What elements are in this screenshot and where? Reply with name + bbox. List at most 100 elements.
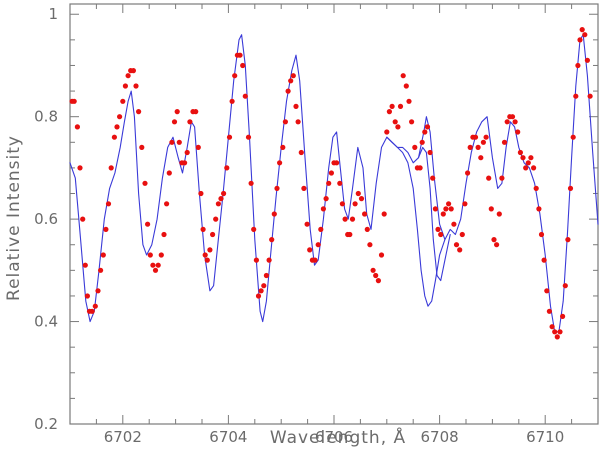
y-tick-label: 0.6 (34, 210, 58, 228)
observed-point (122, 83, 128, 89)
observed-point (475, 144, 481, 150)
observed-point (133, 83, 139, 89)
y-tick-label: 0.8 (34, 108, 58, 126)
observed-point (171, 119, 178, 125)
observed-point (255, 293, 262, 299)
observed-point (427, 149, 433, 156)
observed-point (200, 226, 206, 232)
observed-point (549, 324, 555, 330)
observed-point (240, 62, 246, 69)
observed-point (422, 129, 428, 135)
x-tick-label: 6708 (421, 428, 459, 446)
observed-point (457, 247, 463, 253)
observed-point (501, 139, 508, 145)
observed-point (164, 201, 170, 207)
observed-point (100, 252, 106, 258)
observed-point (367, 242, 373, 248)
observed-point (342, 216, 348, 222)
observed-point (386, 109, 392, 115)
observed-point (400, 73, 406, 79)
observed-point (117, 114, 123, 120)
observed-point (161, 231, 167, 238)
observed-point (301, 185, 307, 191)
observed-point (213, 216, 219, 222)
observed-point (538, 231, 545, 238)
observed-point (145, 221, 151, 227)
x-tick-label: 6702 (104, 428, 142, 446)
observed-point (195, 144, 201, 150)
observed-point (166, 170, 172, 176)
observed-point (375, 278, 381, 284)
observed-point (397, 103, 404, 109)
observed-point (245, 134, 252, 140)
observed-point (139, 144, 145, 150)
observed-point (584, 57, 591, 63)
observed-point (541, 257, 547, 263)
observed-point (587, 93, 593, 99)
observed-point (184, 149, 190, 156)
observed-point (536, 206, 542, 212)
observed-point (509, 114, 516, 120)
observed-point (318, 226, 324, 232)
observed-point (198, 190, 204, 197)
observed-point (554, 334, 560, 340)
observed-point (98, 267, 104, 273)
observed-point (544, 288, 550, 294)
observed-point (218, 196, 224, 202)
observed-point (562, 283, 568, 289)
observed-point (95, 288, 101, 294)
observed-point (373, 272, 379, 279)
observed-point (494, 242, 500, 248)
y-tick-label: 0.2 (34, 415, 58, 433)
observed-point (312, 257, 318, 263)
observed-point (389, 103, 395, 109)
y-tick-label: 1 (48, 5, 58, 23)
observed-point (92, 303, 98, 309)
observed-point (155, 262, 161, 268)
observed-points (69, 27, 593, 340)
observed-point (269, 237, 275, 243)
observed-point (409, 119, 415, 125)
observed-point (242, 93, 248, 99)
observed-point (358, 196, 365, 202)
observed-point (453, 242, 460, 248)
observed-point (451, 221, 457, 227)
observed-point (136, 109, 142, 115)
observed-point (424, 124, 431, 130)
observed-point (339, 201, 345, 207)
observed-point (472, 134, 479, 140)
observed-point (253, 257, 259, 263)
observed-point (378, 252, 385, 258)
observed-point (237, 52, 243, 58)
observed-point (261, 283, 267, 289)
observed-point (77, 165, 83, 171)
observed-point (125, 73, 131, 79)
observed-point (274, 185, 280, 191)
observed-point (271, 211, 277, 217)
observed-point (417, 165, 423, 171)
observed-point (552, 329, 558, 335)
observed-point (142, 180, 148, 186)
observed-point (277, 160, 283, 166)
observed-point (504, 119, 510, 125)
x-axis-title: Wavelength, Å (270, 426, 406, 448)
observed-point (174, 109, 180, 115)
observed-point (520, 155, 526, 161)
observed-point (80, 216, 86, 222)
observed-point (567, 185, 574, 191)
observed-point (285, 88, 291, 94)
observed-point (488, 206, 494, 212)
observed-point (152, 267, 159, 273)
observed-point (295, 119, 301, 125)
observed-point (443, 206, 449, 212)
observed-point (111, 134, 117, 140)
observed-point (525, 160, 531, 166)
observed-point (105, 201, 112, 207)
observed-point (435, 226, 441, 232)
observed-point (84, 293, 90, 299)
observed-point (158, 252, 164, 258)
x-tick-label: 6710 (526, 428, 564, 446)
observed-point (370, 267, 376, 273)
observed-point (229, 98, 235, 104)
